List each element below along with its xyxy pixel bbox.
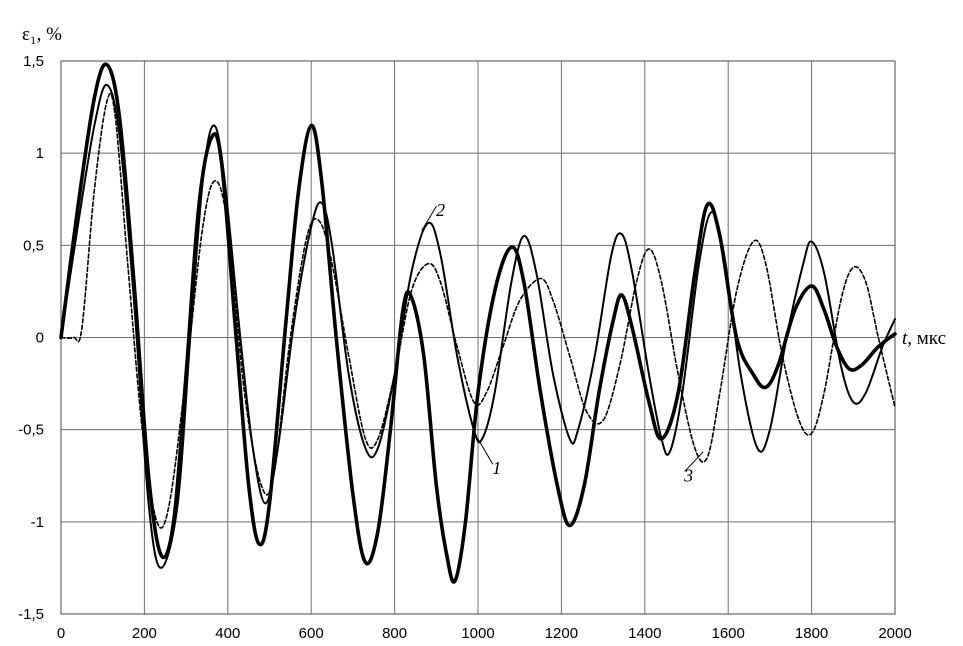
curve-label: 1: [492, 458, 501, 478]
series-line-3: [60, 92, 896, 529]
curve-label-leader: [684, 451, 704, 472]
y-tick-label: 1,5: [23, 53, 44, 70]
x-tick-label: 1200: [545, 625, 578, 642]
annotation-layer: 1 2 3: [421, 200, 704, 486]
y-tick-label: 1: [36, 145, 44, 162]
y-tick-label: 0: [36, 330, 44, 347]
y-axis-label: ε₁, %: [22, 24, 62, 45]
x-tick-label: 800: [382, 625, 407, 642]
x-tick-label: 200: [132, 625, 157, 642]
series-layer: [59, 62, 897, 584]
y-tick-label: -0,5: [18, 422, 44, 439]
x-axis-label: t, мкс: [902, 328, 946, 349]
x-axis-symbol: t: [902, 328, 908, 349]
x-tick-label: 1800: [795, 625, 828, 642]
x-tick-label: 2000: [878, 625, 911, 642]
tick-layer: 0 200 400 600 800 1000 1200 1400 1600 1800 2000 1,5…: [18, 53, 912, 642]
curve-label-leader: [477, 438, 494, 465]
x-tick-label: 400: [215, 625, 240, 642]
y-tick-label: -1: [31, 514, 44, 531]
x-axis-unit: , мкс: [907, 328, 946, 349]
curve-label: 2: [436, 200, 445, 220]
curve-label-leader: [421, 205, 437, 231]
x-tick-label: 1400: [628, 625, 661, 642]
curve-label: 3: [683, 466, 693, 486]
x-tick-label: 0: [57, 625, 65, 642]
y-tick-label: 0,5: [23, 237, 44, 254]
x-tick-label: 1000: [461, 625, 494, 642]
y-tick-label: -1,5: [18, 606, 44, 623]
x-tick-label: 600: [299, 625, 324, 642]
grid: [60, 60, 896, 615]
x-tick-label: 1600: [712, 625, 745, 642]
